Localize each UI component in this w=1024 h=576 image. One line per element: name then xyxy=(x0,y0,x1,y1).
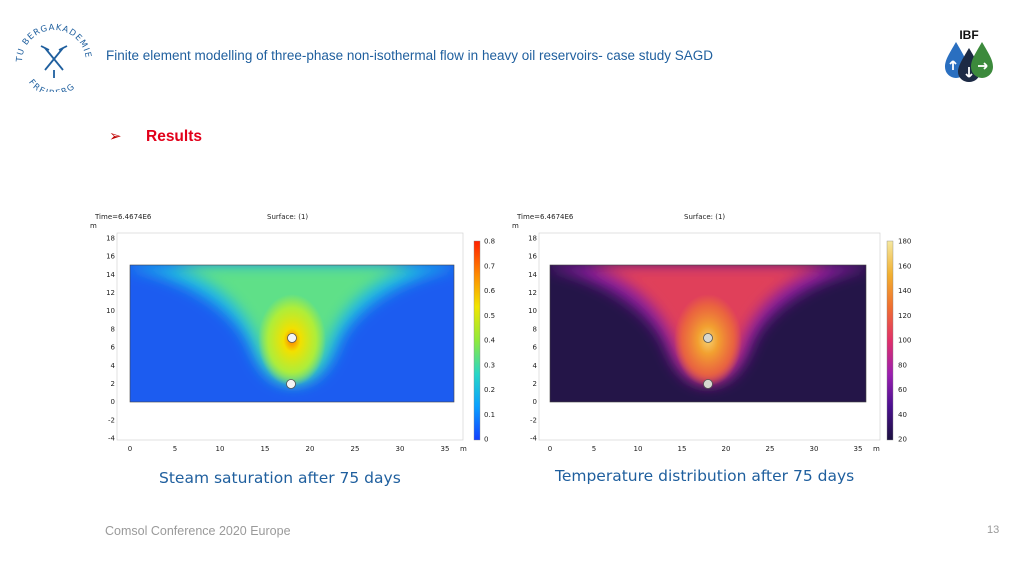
y-tick-label: 0 xyxy=(533,398,537,406)
y-tick-label: 6 xyxy=(111,344,116,352)
producer-well-marker xyxy=(703,379,713,389)
y-tick-label: -4 xyxy=(530,435,538,443)
colorbar-tick-label: 0.7 xyxy=(484,262,495,270)
y-tick-label: 4 xyxy=(533,362,538,370)
svg-text:FREIBERG: FREIBERG xyxy=(26,78,78,92)
x-tick-label: 10 xyxy=(634,445,643,453)
hammer-and-pick-icon xyxy=(40,45,68,78)
y-tick-label: 8 xyxy=(533,325,537,333)
colorbar-tick-label: 20 xyxy=(898,436,907,444)
colorbar-tick-label: 0 xyxy=(484,436,488,444)
colorbar-tick-label: 120 xyxy=(898,312,911,320)
time-label: Time=6.4674E6 xyxy=(95,213,152,221)
steam-saturation-figure: Time=6.4674E6 Surface: (1) m m 1 xyxy=(88,208,500,458)
footer-text: Comsol Conference 2020 Europe xyxy=(105,524,291,538)
colorbar xyxy=(886,240,894,441)
injector-well-marker xyxy=(703,333,713,343)
x-tick-label: 5 xyxy=(592,445,596,453)
institute-logo-text: IBF xyxy=(959,28,978,42)
colorbar-tick-label: 0.8 xyxy=(484,238,495,246)
time-label: Time=6.4674E6 xyxy=(517,213,574,221)
x-tick-label: 0 xyxy=(548,445,552,453)
colorbar-tick-label: 100 xyxy=(898,337,911,345)
y-tick-label: 8 xyxy=(111,325,115,333)
x-tick-label: 30 xyxy=(396,445,405,453)
y-tick-label: 18 xyxy=(106,235,115,243)
y-tick-label: 6 xyxy=(533,344,538,352)
x-tick-label: 5 xyxy=(173,445,177,453)
header-title: Finite element modelling of three-phase … xyxy=(106,48,714,63)
x-axis-unit: m xyxy=(460,445,467,453)
results-heading: Results xyxy=(146,128,202,145)
y-tick-label: 16 xyxy=(528,253,537,261)
temperature-figure: Time=6.4674E6 Surface: (1) m m 1 xyxy=(506,208,918,458)
x-tick-label: 20 xyxy=(722,445,731,453)
x-tick-label: 10 xyxy=(216,445,225,453)
colorbar-tick-label: 0.1 xyxy=(484,411,495,419)
university-logo-text: TU BERGAKADEMIE xyxy=(15,23,93,63)
y-tick-label: 16 xyxy=(106,253,115,261)
gas-drop-icon xyxy=(971,42,993,78)
x-tick-label: 35 xyxy=(854,445,863,453)
y-tick-label: -2 xyxy=(530,416,537,424)
y-tick-label: 2 xyxy=(111,380,115,388)
y-tick-label: 2 xyxy=(533,380,537,388)
y-tick-label: 4 xyxy=(111,362,116,370)
steam-saturation-caption: Steam saturation after 75 days xyxy=(159,469,401,487)
colorbar-tick-label: 160 xyxy=(898,262,911,270)
x-tick-label: 30 xyxy=(810,445,819,453)
temperature-caption: Temperature distribution after 75 days xyxy=(555,467,855,485)
y-axis-unit: m xyxy=(512,222,519,230)
producer-well-marker xyxy=(286,379,296,389)
colorbar-tick-label: 0.4 xyxy=(484,337,496,345)
y-tick-label: 14 xyxy=(106,271,115,279)
x-tick-label: 15 xyxy=(678,445,687,453)
y-tick-label: -2 xyxy=(108,416,115,424)
colorbar-tick-label: 0.6 xyxy=(484,287,496,295)
x-tick-label: 20 xyxy=(306,445,315,453)
x-tick-label: 25 xyxy=(766,445,775,453)
colorbar-tick-label: 140 xyxy=(898,287,911,295)
surface-label: Surface: (1) xyxy=(684,213,726,221)
y-tick-label: 0 xyxy=(111,398,115,406)
colorbar-tick-label: 0.3 xyxy=(484,361,495,369)
colorbar-tick-label: 180 xyxy=(898,238,911,246)
y-tick-label: 10 xyxy=(106,307,115,315)
university-logo: TU BERGAKADEMIE FREIBERG xyxy=(15,23,93,92)
injector-well-marker xyxy=(287,333,297,343)
institute-logo: IBF xyxy=(945,28,993,82)
colorbar-tick-label: 60 xyxy=(898,386,907,394)
x-tick-label: 25 xyxy=(351,445,360,453)
colorbar-tick-label: 40 xyxy=(898,411,907,419)
y-tick-label: 12 xyxy=(528,289,537,297)
y-axis-unit: m xyxy=(90,222,97,230)
colorbar-tick-label: 0.5 xyxy=(484,312,495,320)
x-tick-label: 15 xyxy=(261,445,270,453)
y-tick-label: -4 xyxy=(108,435,116,443)
y-tick-label: 18 xyxy=(528,235,537,243)
bullet-arrow-icon: ➢ xyxy=(109,128,122,145)
x-tick-label: 0 xyxy=(128,445,132,453)
colorbar-tick-label: 0.2 xyxy=(484,386,495,394)
colorbar-tick-label: 80 xyxy=(898,361,907,369)
x-axis-unit: m xyxy=(873,445,880,453)
y-tick-label: 10 xyxy=(528,307,537,315)
surface-label: Surface: (1) xyxy=(267,213,309,221)
y-tick-label: 12 xyxy=(106,289,115,297)
colorbar xyxy=(473,240,481,441)
x-tick-label: 35 xyxy=(441,445,450,453)
page-number: 13 xyxy=(987,524,1000,536)
y-tick-label: 14 xyxy=(528,271,537,279)
